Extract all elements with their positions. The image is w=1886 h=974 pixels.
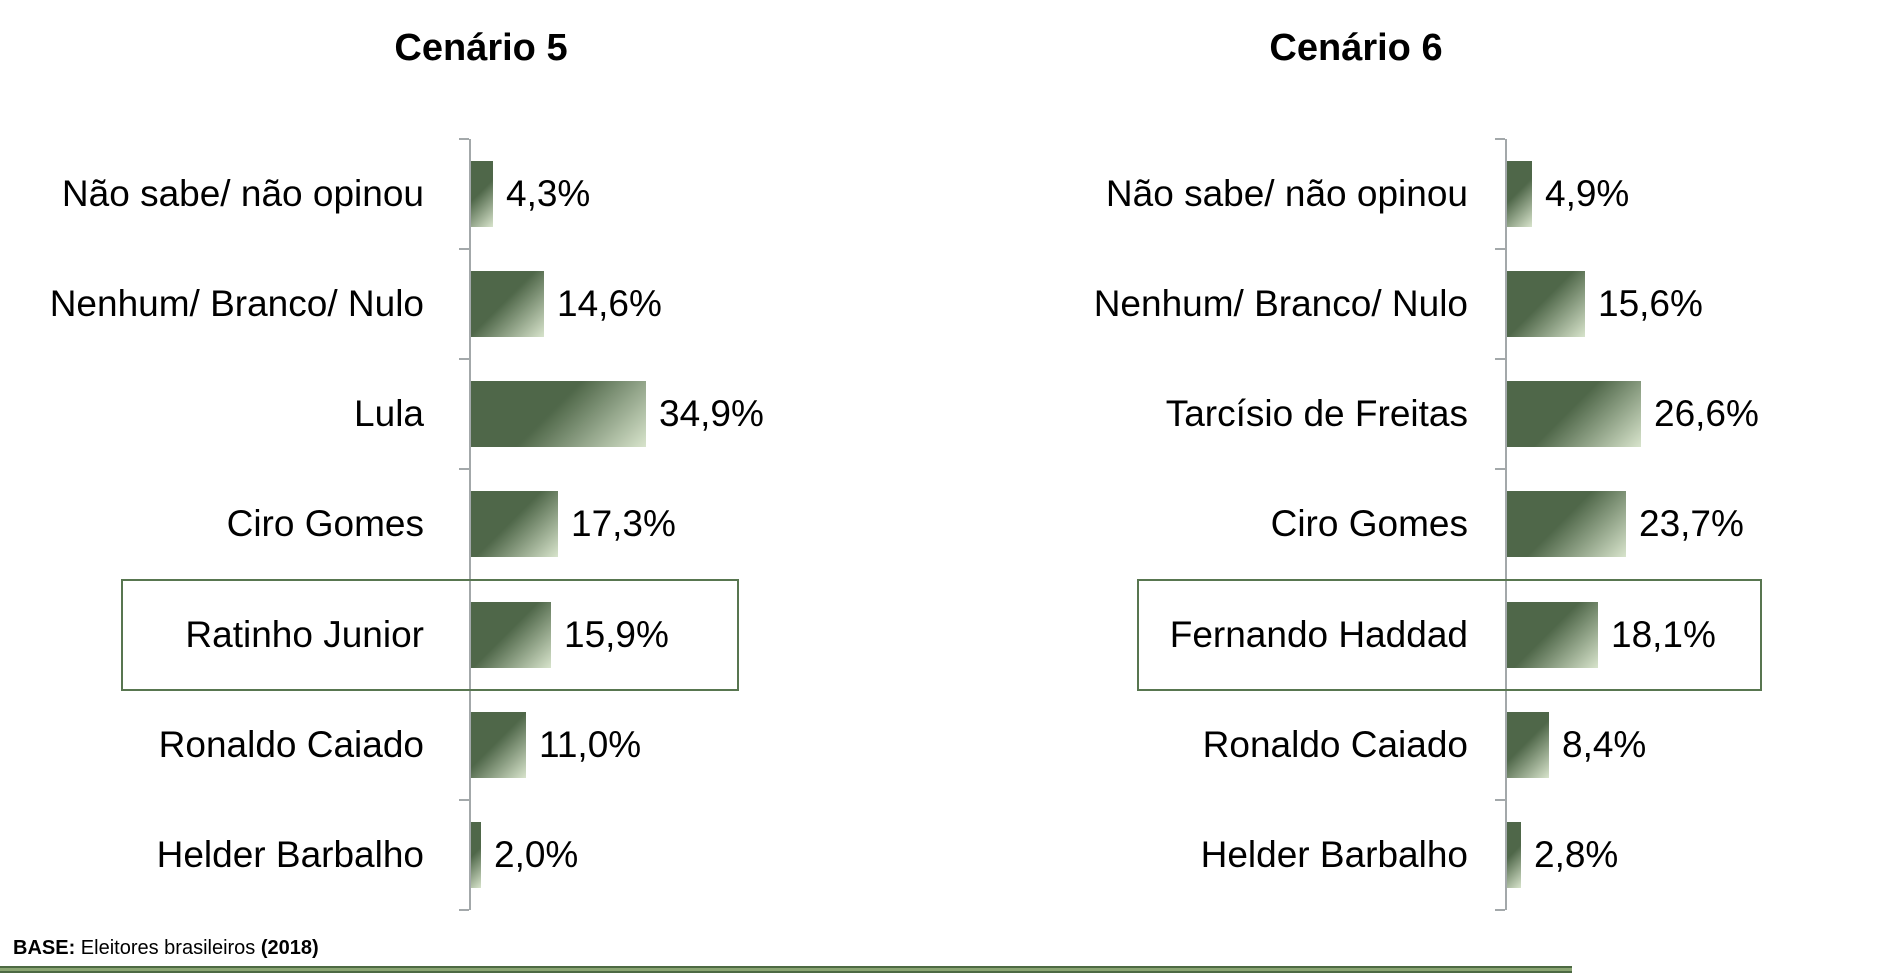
highlight-box-fernando-haddad xyxy=(1137,579,1762,691)
axis-tick xyxy=(1495,248,1505,250)
category-label-helder-barbalho: Helder Barbalho xyxy=(156,834,424,875)
category-label-helder-barbalho: Helder Barbalho xyxy=(1200,834,1468,875)
category-label-ronaldo-caiado: Ronaldo Caiado xyxy=(1202,724,1468,765)
value-label-helder-barbalho: 2,0% xyxy=(494,834,579,875)
bar-helder-barbalho xyxy=(471,822,481,888)
category-label-ciro-gomes: Ciro Gomes xyxy=(1270,503,1468,544)
base-note-year: (2018) xyxy=(260,937,319,959)
chart-title-cenario-6: Cenário 6 xyxy=(1269,27,1443,69)
category-label-nenhum-branco-nulo: Nenhum/ Branco/ Nulo xyxy=(49,283,424,324)
bar-nao-sabe-nao-opinou xyxy=(471,161,493,227)
axis-tick xyxy=(459,358,469,360)
bar-helder-barbalho xyxy=(1507,822,1521,888)
axis-tick xyxy=(459,909,469,911)
bar-ciro-gomes xyxy=(1507,491,1626,557)
bar-nenhum-branco-nulo xyxy=(471,271,544,337)
axis-tick xyxy=(459,138,469,140)
value-label-helder-barbalho: 2,8% xyxy=(1534,834,1619,875)
bar-ronaldo-caiado xyxy=(1507,712,1549,778)
value-label-nenhum-branco-nulo: 14,6% xyxy=(557,283,662,324)
axis-tick xyxy=(1495,799,1505,801)
bar-lula xyxy=(471,381,646,447)
value-label-ronaldo-caiado: 11,0% xyxy=(539,724,642,765)
value-label-ciro-gomes: 23,7% xyxy=(1639,503,1744,544)
axis-tick xyxy=(1495,138,1505,140)
bar-fernando-haddad xyxy=(1507,602,1598,668)
axis-tick xyxy=(459,468,469,470)
bar-nenhum-branco-nulo xyxy=(1507,271,1585,337)
bottom-accent-bar xyxy=(0,966,1572,973)
value-label-tarcisio-de-freitas: 26,6% xyxy=(1654,393,1759,434)
value-label-ratinho-junior: 15,9% xyxy=(564,614,669,655)
bar-nao-sabe-nao-opinou xyxy=(1507,161,1532,227)
bar-ciro-gomes xyxy=(471,491,558,557)
bar-ratinho-junior xyxy=(471,602,551,668)
value-label-nenhum-branco-nulo: 15,6% xyxy=(1598,283,1703,324)
value-label-lula: 34,9% xyxy=(659,393,764,434)
base-note-text: Eleitores brasileiros xyxy=(75,937,261,959)
category-label-ciro-gomes: Ciro Gomes xyxy=(226,503,424,544)
axis-tick xyxy=(1495,358,1505,360)
value-label-ronaldo-caiado: 8,4% xyxy=(1562,724,1647,765)
axis-tick xyxy=(459,248,469,250)
category-label-lula: Lula xyxy=(354,393,424,434)
y-axis-line xyxy=(469,139,471,910)
category-label-nenhum-branco-nulo: Nenhum/ Branco/ Nulo xyxy=(1093,283,1468,324)
y-axis-line xyxy=(1505,139,1507,910)
category-label-tarcisio-de-freitas: Tarcísio de Freitas xyxy=(1165,393,1468,434)
value-label-nao-sabe-nao-opinou: 4,3% xyxy=(506,173,591,214)
category-label-ronaldo-caiado: Ronaldo Caiado xyxy=(158,724,424,765)
base-note: BASE: Eleitores brasileiros (2018) xyxy=(13,936,319,960)
axis-tick xyxy=(1495,468,1505,470)
value-label-nao-sabe-nao-opinou: 4,9% xyxy=(1545,173,1630,214)
bar-tarcisio-de-freitas xyxy=(1507,381,1641,447)
base-note-label: BASE: xyxy=(13,937,76,959)
value-label-ciro-gomes: 17,3% xyxy=(571,503,676,544)
value-label-fernando-haddad: 18,1% xyxy=(1611,614,1716,655)
category-label-ratinho-junior: Ratinho Junior xyxy=(185,614,424,655)
axis-tick xyxy=(459,799,469,801)
highlight-box-ratinho-junior xyxy=(121,579,739,691)
bar-ronaldo-caiado xyxy=(471,712,526,778)
category-label-nao-sabe-nao-opinou: Não sabe/ não opinou xyxy=(1105,173,1468,214)
axis-tick xyxy=(1495,909,1505,911)
category-label-fernando-haddad: Fernando Haddad xyxy=(1169,614,1468,655)
chart-title-cenario-5: Cenário 5 xyxy=(394,27,568,69)
category-label-nao-sabe-nao-opinou: Não sabe/ não opinou xyxy=(61,173,424,214)
